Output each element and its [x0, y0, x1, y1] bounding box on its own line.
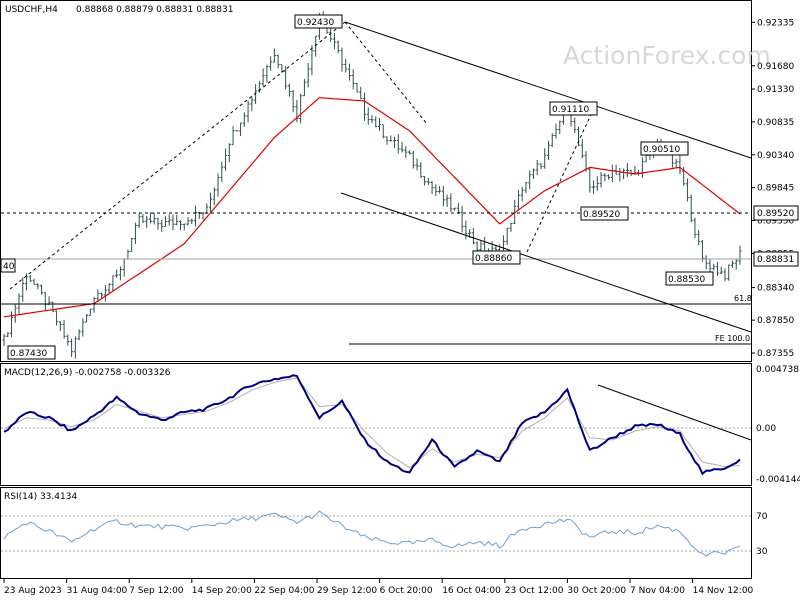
dashed-leg-1 [9, 21, 346, 290]
macd-line [3, 374, 741, 476]
svg-text:0.87430: 0.87430 [10, 349, 47, 359]
time-tick-label: 7 Sep 12:00 [129, 586, 184, 596]
rsi-tick-30: 30 [756, 547, 768, 557]
macd-tick-0: 0.004738 [756, 365, 799, 375]
annotation-0.91110: 0.91110 [549, 101, 598, 116]
svg-text:0.88860: 0.88860 [475, 254, 512, 264]
annotation-0.88530: 0.88530 [665, 271, 714, 286]
price-tick-label: 0.89350 [757, 217, 794, 227]
price-tick-label: 0.90340 [757, 151, 794, 161]
svg-text:0.91110: 0.91110 [552, 105, 589, 115]
svg-text:0.90510: 0.90510 [643, 145, 680, 155]
trend-line-lower [340, 192, 752, 333]
macd-trend-line [597, 384, 752, 441]
time-tick-label: 14 Sep 20:00 [192, 586, 252, 596]
time-tick-label: 30 Oct 20:00 [567, 586, 626, 596]
annotation-0.90510: 0.90510 [640, 141, 689, 156]
time-tick-label: 16 Oct 04:00 [442, 586, 501, 596]
time-tick-label: 29 Sep 12:00 [317, 586, 377, 596]
trend-line-upper [344, 21, 752, 159]
chart-header-ohlc: 0.88868 0.88879 0.88831 0.88831 [76, 5, 233, 15]
price-tick-label: 0.91680 [757, 62, 794, 72]
rsi-panel [0, 487, 752, 579]
time-tick-label: 7 Nov 04:00 [630, 586, 685, 596]
annotation-61.8: 61.8 [734, 294, 752, 303]
price-tick-label: 0.88340 [757, 284, 794, 294]
time-tick-label: 22 Sep 04:00 [254, 586, 314, 596]
annotation-0.88860: 0.88860 [472, 250, 521, 265]
rsi-tick-70: 70 [756, 512, 768, 522]
price-tick-label: 0.87850 [757, 316, 794, 326]
macd-tick-1: 0.00 [756, 424, 776, 434]
svg-text:40: 40 [3, 262, 15, 272]
price-tick-label: 0.89845 [757, 184, 794, 194]
chart-header-symbol: USDCHF,H4 [5, 5, 58, 15]
macd-layer [3, 374, 741, 476]
time-tick-label: 6 Oct 20:00 [380, 586, 433, 596]
svg-text:0.89520: 0.89520 [757, 209, 794, 219]
time-tick-label: 14 Nov 12:00 [693, 586, 754, 596]
annotation-0.92430: 0.92430 [294, 14, 343, 29]
annotation-0.89520: 0.89520 [580, 206, 629, 221]
price-tick-label: 0.90835 [757, 118, 794, 128]
rsi-layer [3, 510, 741, 557]
annotation-fe-100: FE 100.0 [715, 334, 750, 343]
macd-signal-line [3, 377, 741, 469]
time-tick-label: 23 Aug 2023 [4, 586, 62, 596]
price-tick-label: 0.87355 [757, 349, 794, 359]
macd-title: MACD(12,26,9) -0.002758 -0.003326 [4, 368, 171, 378]
macd-panel [0, 363, 752, 486]
watermark: ActionForex.com [563, 41, 771, 70]
price-tick-label: 0.91330 [757, 85, 794, 95]
macd-tick-2: -0.004144 [756, 475, 800, 485]
rsi-line [3, 510, 741, 557]
price-layer [2, 11, 742, 359]
dashed-leg-2 [344, 21, 428, 125]
moving-average-line [3, 97, 741, 318]
time-axis: 23 Aug 2023 31 Aug 04:00 7 Sep 12:00 14 Sep… [3, 579, 754, 596]
svg-text:0.89520: 0.89520 [583, 210, 620, 220]
rsi-title: RSI(14) 33.4134 [4, 492, 77, 502]
dashed-leg-3 [526, 105, 596, 253]
annotation-0.87430: 0.87430 [7, 345, 56, 360]
level-price-box: 0.89520 [753, 205, 799, 221]
annotation-40: 40 [0, 258, 16, 273]
time-tick-label: 31 Aug 04:00 [67, 586, 128, 596]
svg-text:0.88831: 0.88831 [757, 255, 794, 265]
time-tick-label: 23 Oct 12:00 [505, 586, 564, 596]
current-price-box: 0.88831 [753, 251, 799, 267]
svg-text:0.88530: 0.88530 [668, 275, 705, 285]
svg-text:0.92430: 0.92430 [297, 18, 334, 28]
price-axis: 0.92335 0.91680 0.91330 0.90835 0.90340 0.898… [751, 18, 794, 359]
price-tick-label: 0.92335 [757, 18, 794, 28]
